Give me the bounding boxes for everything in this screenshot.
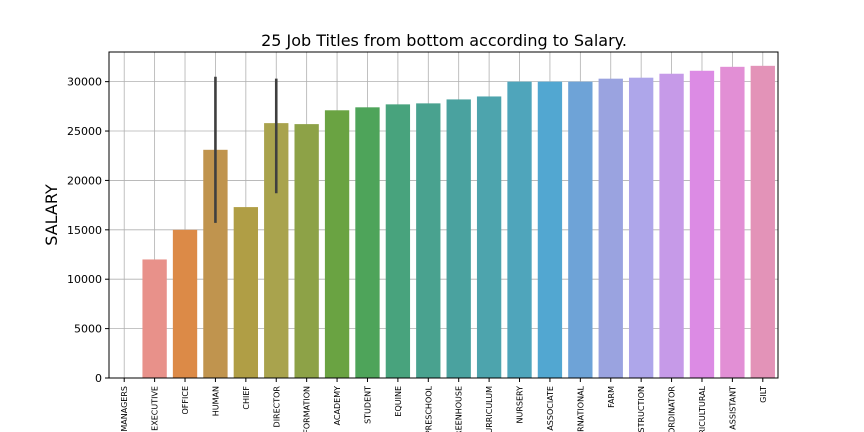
x-tick-label: ASSISTANT [728,386,737,430]
bar-gilt [750,65,775,379]
x-tick-label: COORDINATOR [668,386,677,432]
bar-curriculum [476,96,502,379]
bar-formation [294,124,319,379]
x-tick-label: GREENHOUSE [455,386,464,432]
chart-title: 25 Job Titles from bottom according to S… [261,31,627,50]
x-tick-label: INTERNATIONAL [576,385,585,432]
bar-student [355,107,380,378]
x-tick-label: NURSERY [516,386,525,424]
y-tick-label: 25000 [67,125,102,138]
x-tick-label: FARM [607,386,616,408]
x-tick-label: FORMATION [303,386,312,432]
x-tick-label: ASSOCIATE [546,386,555,431]
bar-office [172,229,198,378]
x-tick-label: CONSTRUCTION [637,386,646,432]
bar-coordinator [659,73,684,378]
x-tick-label: MANAGERS [120,386,129,432]
x-tick-label: HUMAN [211,386,220,416]
bar-associate [537,81,563,379]
bar-greenhouse [446,99,471,378]
bar-agricultural [689,70,715,378]
x-tick-label: PRESCHOOL [424,385,433,432]
y-tick-label: 0 [95,372,102,385]
x-tick-label: DIRECTOR [272,386,281,428]
y-tick-label: 15000 [67,224,102,237]
x-tick-label: EQUINE [394,386,403,417]
x-tick-label: EXECUTIVE [151,386,160,431]
bar-nursery [507,81,532,379]
plot-frame [108,51,779,379]
y-tick-label: 20000 [67,174,102,187]
y-axis-label: SALARY [42,184,61,246]
bar-chief [233,207,259,378]
x-tick-label: GILT [759,386,768,403]
y-tick-label: 10000 [67,273,102,286]
bar-construction [628,77,654,378]
bar-farm [598,78,623,378]
error-bars [214,76,278,223]
bar-preschool [416,103,441,379]
bar-academy [324,110,350,378]
bars [142,65,775,379]
bar-assistant [720,66,745,379]
x-tick-label: AGRICULTURAL [698,385,707,432]
x-axis-ticks: MANAGERS EXECUTIVE OFFICE HUMAN CHIEF DIRECTO… [120,378,768,432]
x-tick-label: OFFICE [181,386,190,415]
y-tick-label: 5000 [74,323,102,336]
bar-executive [142,259,167,378]
y-tick-label: 30000 [67,76,102,89]
bar-equine [385,104,411,378]
x-tick-label: ACADEMY [333,386,342,426]
x-tick-label: STUDENT [363,386,372,424]
x-tick-label: CHIEF [242,386,251,410]
y-axis-ticks: 0 5000 10000 15000 20000 25000 30000 [67,76,109,385]
x-tick-label: CURRICULUM [485,386,494,432]
bar-international [568,81,593,379]
